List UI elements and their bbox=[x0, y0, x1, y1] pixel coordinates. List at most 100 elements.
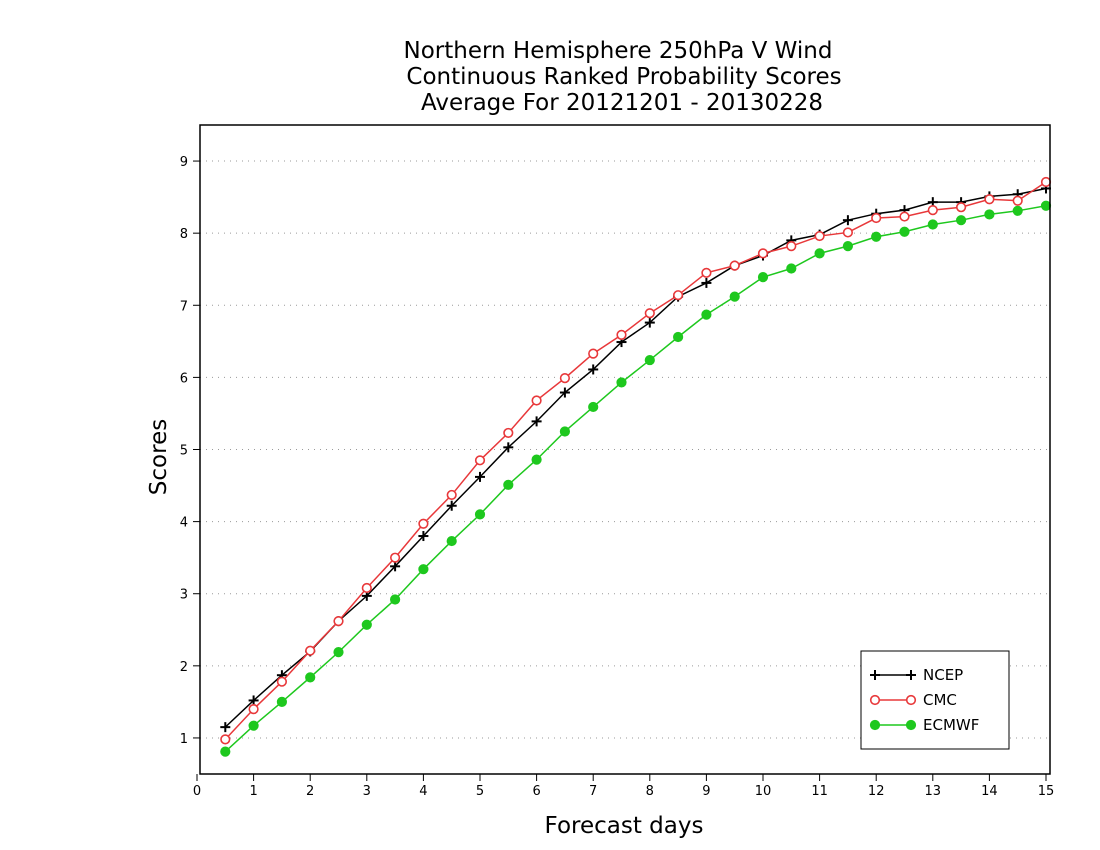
x-tick-label: 6 bbox=[532, 784, 540, 799]
y-tick-label: 9 bbox=[180, 155, 188, 170]
x-tick-label: 8 bbox=[646, 784, 654, 799]
data-point-cmc bbox=[220, 734, 231, 745]
y-tick-label: 3 bbox=[180, 588, 188, 603]
data-point-cmc bbox=[871, 212, 882, 224]
data-point-ncep bbox=[701, 277, 712, 288]
plot-frame bbox=[199, 124, 1051, 775]
data-point-cmc bbox=[474, 455, 486, 466]
chart-title-line-1: Northern Hemisphere 250hPa V Wind bbox=[404, 38, 833, 64]
legend-marker-cmc bbox=[905, 694, 917, 706]
x-tick-label: 12 bbox=[868, 784, 885, 799]
data-point-ecmwf bbox=[701, 309, 712, 320]
data-point-cmc bbox=[248, 703, 259, 715]
data-point-cmc bbox=[729, 260, 740, 271]
y-tick-label: 7 bbox=[180, 299, 188, 314]
x-tick-label: 9 bbox=[702, 784, 710, 799]
data-point-ncep bbox=[842, 215, 853, 226]
data-point-ecmwf bbox=[220, 746, 231, 757]
data-point-ecmwf bbox=[276, 696, 287, 707]
data-point-cmc bbox=[1012, 195, 1023, 206]
legend-marker-ecmwf bbox=[869, 719, 881, 731]
data-point-ecmwf bbox=[588, 401, 599, 413]
data-point-ecmwf bbox=[305, 672, 316, 683]
data-point-cmc bbox=[814, 230, 825, 242]
x-tick-label: 4 bbox=[419, 784, 427, 799]
data-point-ecmwf bbox=[956, 215, 967, 226]
data-point-ecmwf bbox=[531, 454, 542, 465]
chart-title-line-2: Continuous Ranked Probability Scores bbox=[406, 64, 841, 90]
data-point-ecmwf bbox=[757, 272, 769, 283]
data-point-cmc bbox=[390, 552, 401, 563]
data-point-ecmwf bbox=[446, 535, 457, 547]
data-point-ncep bbox=[644, 317, 655, 328]
data-point-cmc bbox=[955, 202, 967, 213]
data-point-ecmwf bbox=[871, 231, 882, 242]
x-tick-label: 11 bbox=[811, 784, 828, 799]
data-point-ecmwf bbox=[814, 248, 825, 259]
data-point-cmc bbox=[757, 248, 769, 259]
data-point-ecmwf bbox=[248, 720, 259, 731]
data-point-ecmwf bbox=[616, 377, 627, 388]
data-point-ecmwf bbox=[361, 619, 372, 630]
y-tick-label: 4 bbox=[180, 516, 188, 531]
y-tick-label: 2 bbox=[180, 660, 188, 675]
legend-label-cmc: CMC bbox=[923, 691, 957, 709]
data-point-cmc bbox=[984, 194, 995, 205]
data-point-ecmwf bbox=[786, 263, 797, 274]
legend-marker-ncep bbox=[906, 670, 916, 680]
y-axis-ticks: 1 2 3 4 5 6 7 8 9 bbox=[180, 155, 200, 747]
x-tick-label: 10 bbox=[755, 784, 772, 799]
data-point-cmc bbox=[333, 616, 344, 627]
data-point-cmc bbox=[531, 395, 542, 406]
data-point-ecmwf bbox=[503, 479, 514, 490]
data-point-cmc bbox=[786, 241, 797, 252]
data-point-ncep bbox=[559, 387, 570, 398]
legend-marker-ecmwf bbox=[905, 719, 917, 731]
data-point-ecmwf bbox=[418, 564, 429, 575]
x-tick-label: 1 bbox=[249, 784, 257, 799]
y-tick-label: 8 bbox=[180, 227, 188, 242]
data-point-ncep bbox=[531, 416, 542, 427]
data-point-cmc bbox=[276, 676, 288, 687]
data-point-ncep bbox=[390, 561, 401, 572]
x-tick-label: 0 bbox=[193, 784, 201, 799]
data-point-ecmwf bbox=[1012, 205, 1023, 216]
data-point-cmc bbox=[418, 518, 429, 529]
x-tick-label: 13 bbox=[925, 784, 942, 799]
data-point-ecmwf bbox=[390, 594, 401, 605]
legend-marker-cmc bbox=[869, 694, 881, 706]
chart-title-line-3: Average For 20121201 - 20130228 bbox=[421, 90, 823, 116]
data-point-cmc bbox=[842, 227, 854, 238]
data-point-ecmwf bbox=[927, 219, 938, 230]
data-point-cmc bbox=[446, 489, 457, 501]
legend-label-ncep: NCEP bbox=[923, 666, 963, 684]
data-point-ecmwf bbox=[899, 226, 910, 237]
data-point-ncep bbox=[418, 531, 429, 542]
data-point-ncep bbox=[475, 471, 485, 482]
y-axis-label: Scores bbox=[146, 419, 172, 495]
legend-marker-ncep bbox=[870, 670, 880, 680]
series-line-ncep bbox=[224, 187, 1047, 728]
x-axis-label: Forecast days bbox=[545, 813, 704, 839]
legend: NCEP CMC ECMWF bbox=[860, 650, 1010, 750]
data-point-ecmwf bbox=[984, 209, 995, 220]
legend-label-ecmwf: ECMWF bbox=[923, 716, 979, 734]
x-tick-label: 7 bbox=[589, 784, 597, 799]
data-point-ecmwf bbox=[673, 331, 684, 343]
x-tick-label: 5 bbox=[476, 784, 484, 799]
data-point-cmc bbox=[361, 582, 372, 594]
data-point-cmc bbox=[588, 348, 599, 359]
data-point-ncep bbox=[588, 364, 599, 375]
data-point-ncep bbox=[220, 722, 231, 733]
data-point-ecmwf bbox=[644, 354, 655, 366]
data-point-cmc bbox=[305, 645, 316, 656]
data-point-ecmwf bbox=[559, 426, 571, 437]
y-tick-label: 6 bbox=[180, 371, 188, 386]
data-point-cmc bbox=[503, 427, 514, 439]
series-lines bbox=[220, 176, 1052, 757]
data-point-cmc bbox=[672, 290, 684, 301]
data-point-ecmwf bbox=[474, 509, 486, 520]
x-tick-label: 2 bbox=[306, 784, 314, 799]
data-point-ecmwf bbox=[842, 241, 854, 252]
data-point-ecmwf bbox=[333, 647, 344, 658]
